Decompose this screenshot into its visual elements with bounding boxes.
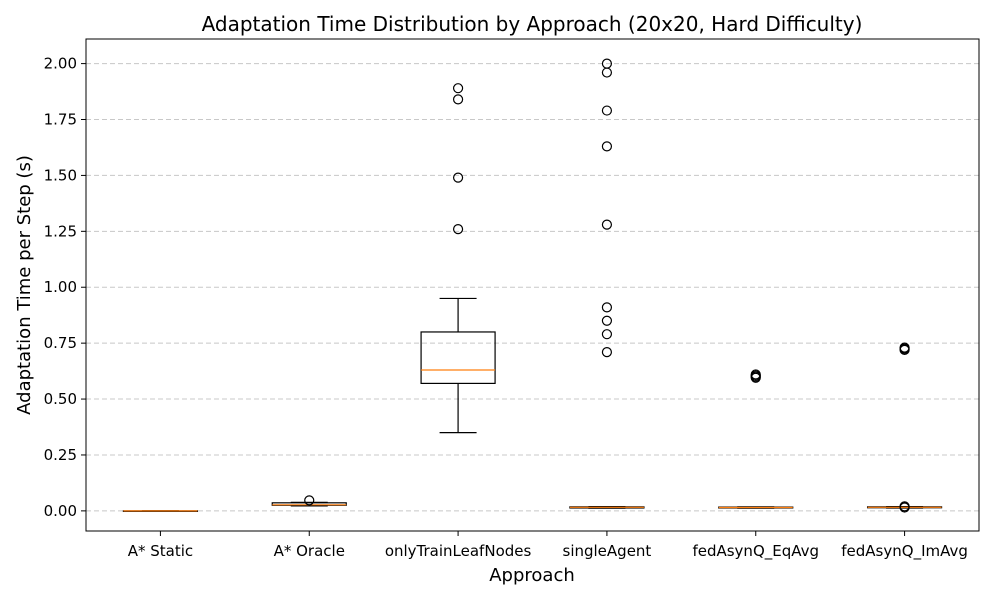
- outlier-point: [452, 172, 464, 183]
- outlier-point: [452, 83, 464, 94]
- outlier-point: [601, 219, 613, 230]
- x-tick-label: singleAgent: [563, 542, 652, 560]
- outlier-point: [601, 58, 613, 69]
- outlier-point: [601, 315, 613, 326]
- x-axis-label: Approach: [489, 565, 575, 586]
- y-tick-label: 1.50: [44, 166, 77, 184]
- outlier-point: [601, 329, 613, 340]
- box-6: [866, 342, 943, 513]
- outlier-point: [601, 141, 613, 152]
- outlier-point: [899, 501, 910, 512]
- y-grid: [86, 63, 979, 512]
- outlier-point: [750, 369, 761, 380]
- y-tick-label: 1.00: [44, 278, 77, 296]
- plot-area-frame: [85, 38, 980, 532]
- outlier-point: [601, 346, 613, 358]
- y-tick-label: 0.75: [44, 334, 77, 352]
- outlier-point: [601, 302, 613, 313]
- outlier-point: [899, 342, 910, 353]
- box-4: [569, 58, 645, 509]
- y-tick-label: 0.00: [44, 502, 77, 520]
- box-2: [271, 495, 347, 507]
- iqr-box: [420, 331, 496, 384]
- box-3: [420, 83, 496, 434]
- x-tick-label: A* Oracle: [274, 542, 345, 560]
- box-1: [122, 510, 199, 512]
- x-tick-label: A* Static: [128, 542, 193, 560]
- box-series: [122, 58, 943, 513]
- outlier-point: [601, 105, 613, 116]
- x-axis: A* Static A* Oracle onlyTrainLeafNodes sing…: [128, 531, 968, 561]
- y-tick-label: 1.25: [44, 222, 77, 240]
- outlier-point: [452, 223, 464, 235]
- outlier-point: [452, 94, 464, 105]
- x-tick-label: onlyTrainLeafNodes: [385, 542, 532, 560]
- y-axis-label: Adaptation Time per Step (s): [14, 155, 35, 415]
- y-tick-label: 2.00: [44, 55, 77, 73]
- x-tick-label: fedAsynQ_ImAvg: [841, 542, 968, 561]
- outlier-point: [304, 495, 315, 506]
- outlier-point: [601, 67, 613, 78]
- y-tick-label: 1.75: [44, 111, 77, 129]
- box-5: [718, 369, 794, 509]
- y-tick-label: 0.25: [44, 446, 77, 464]
- y-axis: 0.00 0.25 0.50 0.75 1.00 1.25 1.50 1.75 2.00: [44, 55, 86, 520]
- chart-title: Adaptation Time Distribution by Approach…: [202, 12, 863, 36]
- x-tick-label: fedAsynQ_EqAvg: [692, 542, 819, 561]
- y-tick-label: 0.50: [44, 390, 77, 408]
